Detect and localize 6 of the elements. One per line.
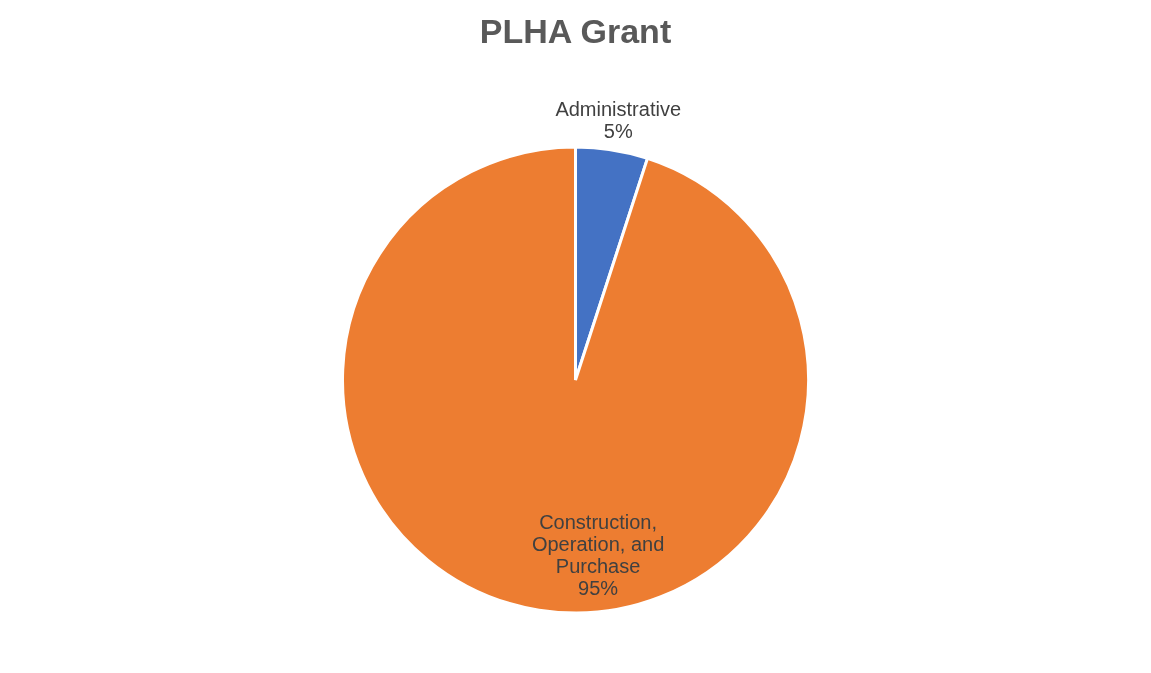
chart-title: PLHA Grant — [479, 12, 672, 50]
data-label: 5% — [603, 120, 633, 143]
slice-label: Construction, Operation, and Purchase — [531, 510, 665, 577]
data-label: 95% — [578, 576, 619, 599]
slice-label: Administrative — [555, 98, 682, 121]
pie-slice — [341, 145, 810, 615]
